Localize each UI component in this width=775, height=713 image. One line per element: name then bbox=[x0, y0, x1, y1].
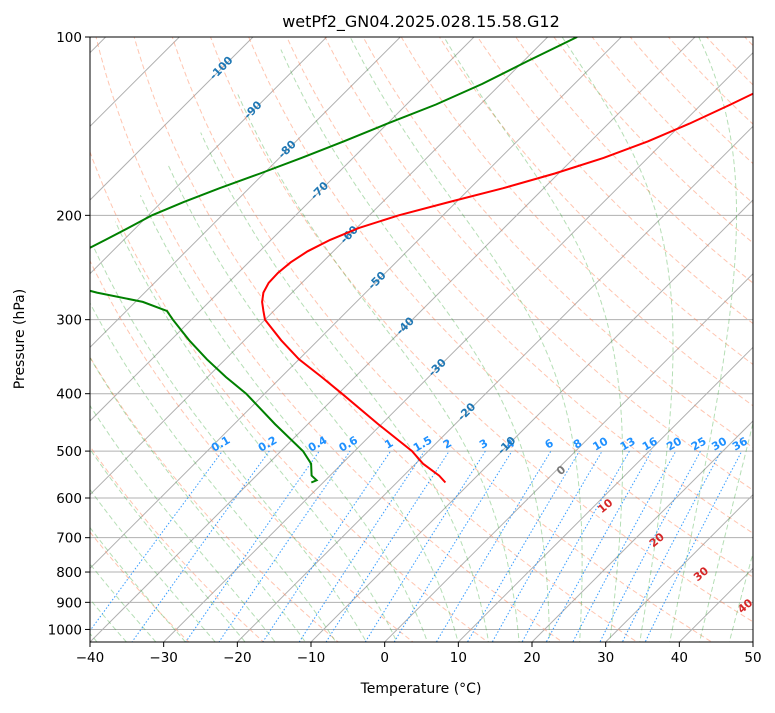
moist-adiabat-22 bbox=[728, 551, 753, 642]
y-tick-label-1: 200 bbox=[56, 208, 82, 224]
y-tick-label-8: 900 bbox=[56, 595, 82, 611]
moist-adiabat-21 bbox=[699, 421, 753, 642]
axes: −40 −30 −20 −10 0 10 20 30 40 50 100 200 300 400 500 60… bbox=[48, 30, 762, 666]
y-axis-label: Pressure (hPa) bbox=[12, 289, 28, 389]
isotherm-line-5 bbox=[90, 37, 181, 128]
temperature-profile-line bbox=[261, 92, 753, 484]
y-tick-label-4: 500 bbox=[56, 444, 82, 460]
dry-adiabat-20 bbox=[667, 37, 753, 125]
mixing-ratio-line-4 bbox=[262, 450, 392, 642]
x-tick-label-8: 40 bbox=[671, 650, 688, 666]
mixing-ratio-line-11 bbox=[491, 450, 603, 642]
isotherm-line-17 bbox=[457, 346, 753, 642]
mixing-ratio-line-15 bbox=[599, 450, 701, 642]
isotherm-line-11 bbox=[90, 37, 623, 570]
mixing-ratio-line-12 bbox=[521, 450, 630, 642]
y-tick-label-5: 600 bbox=[56, 491, 82, 507]
mixing-ratio-line-10 bbox=[466, 450, 580, 642]
y-tick-label-9: 1000 bbox=[48, 622, 82, 638]
x-tick-label-7: 30 bbox=[597, 650, 614, 666]
moist-adiabat-16 bbox=[280, 49, 550, 642]
moist-adiabat-3 bbox=[90, 563, 157, 642]
isotherm-line-13 bbox=[162, 51, 753, 642]
dry-adiabat-0 bbox=[90, 531, 190, 642]
dry-adiabat-3 bbox=[90, 259, 414, 642]
x-tick-label-5: 10 bbox=[450, 650, 467, 666]
dewpoint-profile-line bbox=[90, 37, 578, 484]
y-tick-label-6: 700 bbox=[56, 531, 82, 547]
isotherm-line-14 bbox=[236, 125, 753, 642]
dry-adiabat-8 bbox=[209, 37, 753, 623]
moist-adiabat-6 bbox=[90, 448, 246, 642]
moist-adiabat-8 bbox=[90, 356, 307, 642]
chart-title: wetPf2_GN04.2025.028.15.58.G12 bbox=[282, 12, 560, 32]
dry-adiabat-17 bbox=[553, 37, 753, 244]
isotherm-line-8 bbox=[90, 37, 402, 349]
isotherm-line-15 bbox=[310, 199, 753, 642]
moist-adiabat-4 bbox=[90, 526, 187, 642]
moist-adiabat-19 bbox=[561, 37, 674, 642]
x-tick-label-9: 50 bbox=[744, 650, 761, 666]
isotherm-line-9 bbox=[90, 37, 475, 422]
dry-adiabat-7 bbox=[171, 37, 713, 642]
y-tick-label-2: 300 bbox=[56, 313, 82, 329]
dry-adiabat-5 bbox=[95, 37, 564, 642]
moist-adiabat-12 bbox=[139, 195, 429, 642]
isotherm-line-16 bbox=[383, 272, 753, 642]
moist-adiabat-10 bbox=[92, 245, 367, 642]
mixing-ratio-line-3 bbox=[218, 450, 351, 642]
mixing-ratio-line-2 bbox=[185, 450, 320, 642]
mixing-ratio-line-0 bbox=[90, 450, 223, 632]
dry-adiabat-10 bbox=[286, 37, 753, 534]
x-tick-label-6: 20 bbox=[523, 650, 540, 666]
x-tick-label-1: −30 bbox=[149, 650, 178, 666]
x-tick-label-0: −40 bbox=[76, 650, 105, 666]
y-tick-label-3: 400 bbox=[56, 387, 82, 403]
moist-adiabat-7 bbox=[90, 404, 276, 642]
y-tick-label-0: 100 bbox=[56, 30, 82, 46]
isotherm-line-10 bbox=[90, 37, 549, 496]
dry-adiabat-1 bbox=[90, 445, 265, 642]
dry-adiabat-9 bbox=[248, 37, 753, 578]
dry-adiabat-13 bbox=[400, 37, 753, 407]
moist-adiabat-20 bbox=[669, 37, 737, 642]
dry-adiabat-6 bbox=[133, 37, 638, 642]
moist-adiabat-5 bbox=[90, 488, 216, 642]
mixing-ratio-line-5 bbox=[298, 450, 425, 642]
dry-adiabat-18 bbox=[591, 37, 753, 204]
isotherm-line-18 bbox=[531, 420, 753, 642]
isotherm-line-7 bbox=[90, 37, 328, 275]
mixing-ratio-line-7 bbox=[364, 450, 486, 642]
moist-adiabat-11 bbox=[114, 221, 398, 642]
mixing-ratio-line-6 bbox=[325, 450, 450, 642]
isotherm-line-19 bbox=[604, 493, 753, 642]
y-tick-label-7: 800 bbox=[56, 565, 82, 581]
moist-adiabat-17 bbox=[349, 37, 583, 642]
mixing-ratio-line-9 bbox=[435, 450, 552, 642]
isotherm-line-12 bbox=[90, 37, 696, 642]
x-tick-label-4: 0 bbox=[380, 650, 389, 666]
isotherm-line-6 bbox=[90, 37, 254, 201]
moist-adiabat-13 bbox=[168, 165, 459, 642]
x-tick-label-2: −20 bbox=[223, 650, 252, 666]
plot-frame bbox=[89, 36, 754, 643]
dry-adiabat-15 bbox=[477, 37, 753, 325]
mixing-ratio-line-17 bbox=[644, 450, 743, 642]
mixing-ratio-line-16 bbox=[621, 450, 722, 642]
x-axis-label: Temperature (°C) bbox=[360, 681, 482, 697]
moist-adiabat-15 bbox=[237, 94, 520, 642]
moist-adiabat-9 bbox=[90, 301, 337, 642]
moist-adiabat-18 bbox=[443, 37, 624, 642]
mixing-ratio-line-8 bbox=[393, 450, 513, 642]
plot-area: 0.1 0.2 0.4 0.6 1 1.5 2 3 4 6 8 10 13 16 20 25 30 36-100-… bbox=[90, 37, 753, 642]
dry-adiabat-12 bbox=[362, 37, 753, 449]
x-tick-label-3: −10 bbox=[297, 650, 326, 666]
